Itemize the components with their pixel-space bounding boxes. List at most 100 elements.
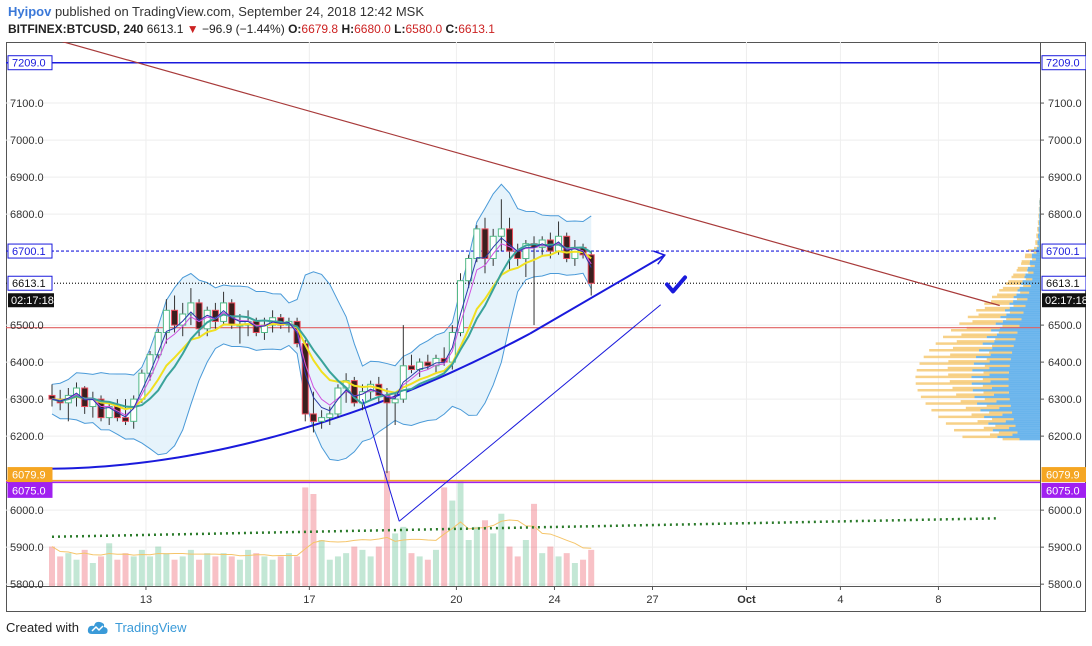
vp-bar-orange [983, 391, 1009, 394]
vp-bar-orange [952, 386, 992, 390]
vp-bar-blue [1013, 344, 1040, 348]
vp-bar-blue [1006, 313, 1040, 316]
volume-bar [383, 471, 390, 586]
vp-bar-blue [1022, 280, 1040, 283]
vp-bar-orange [1038, 213, 1040, 217]
level-badge-left-6075.0-text: 6075.0 [12, 485, 46, 497]
vp-bar-blue [974, 395, 1040, 399]
vp-bar-blue [1030, 284, 1040, 288]
author-name[interactable]: Hyipov [8, 4, 52, 19]
volume-bar [465, 540, 472, 586]
vp-bar-orange [1032, 257, 1036, 261]
volume-bar [310, 494, 317, 586]
vp-bar-blue [971, 382, 1040, 385]
close-label: C: [445, 22, 459, 36]
volume-bar [506, 546, 513, 586]
price-axis-labels: 7100.0 7100.0 7000.0 7000.0 6900.0 6900.0 6800… [10, 98, 1082, 591]
candle-body [506, 228, 514, 252]
vp-bar-orange [1038, 237, 1039, 241]
volume-bar [343, 553, 350, 586]
vp-bar-orange [956, 340, 995, 343]
vp-bar-orange [991, 300, 1014, 303]
vp-bar-blue [1009, 397, 1040, 401]
volume-bar [375, 546, 382, 586]
vp-bar-blue [1034, 264, 1040, 268]
vp-bar-blue [1010, 357, 1040, 361]
vp-bar-blue [994, 340, 1040, 343]
vp-bar-blue [1039, 231, 1040, 234]
volume-bar [367, 556, 374, 586]
low-label: L: [394, 22, 406, 36]
vp-bar-orange [915, 375, 972, 379]
vp-bar-orange [916, 368, 973, 372]
vp-bar-blue [1037, 233, 1040, 237]
volume-bar [539, 553, 546, 586]
vp-bar-blue [1039, 213, 1040, 217]
volume-bar [65, 553, 72, 586]
level-badge-right-6700.1-text: 6700.1 [1046, 246, 1080, 258]
vp-bar-blue [991, 386, 1040, 390]
vp-bar-orange [1006, 317, 1022, 321]
vp-bar-orange [1036, 233, 1038, 237]
price-tick-label: 5800.0 [1048, 579, 1082, 591]
vp-bar-orange [929, 349, 980, 352]
volume-bar [122, 553, 129, 586]
level-badge-left-6700.1-bg [7, 243, 53, 259]
vp-bar-orange [952, 346, 993, 350]
volume-bar [204, 553, 211, 586]
vp-bar-blue [977, 402, 1040, 405]
vp-bar-orange [1030, 264, 1035, 268]
candle-body [203, 309, 211, 330]
candle-body [424, 361, 432, 367]
price-tick-label-left: 6900.0 [10, 172, 44, 184]
bollinger-lower-line [51, 272, 592, 462]
level-badge-right-6700.1-bg [1041, 243, 1086, 259]
volume-bar [106, 543, 113, 586]
candle-body [179, 313, 187, 326]
vp-bar-blue [995, 322, 1040, 325]
vp-bar-blue [1033, 249, 1040, 252]
vp-bar-blue [1024, 275, 1040, 279]
vp-bar-blue [1012, 351, 1040, 354]
vp-bar-blue [984, 415, 1040, 419]
price-tick-label-left: 7000.0 [10, 135, 44, 147]
volume-bar [555, 556, 562, 586]
vp-bar-blue [1037, 242, 1040, 245]
last-price: 6613.1 [146, 22, 184, 36]
ema-pink-line [51, 242, 592, 416]
volume-bar [302, 487, 309, 586]
volume-bar [547, 546, 554, 586]
vp-bar-orange [919, 362, 974, 365]
candle-body [391, 398, 399, 404]
vp-bar-orange [961, 333, 997, 336]
candle-body [432, 357, 440, 367]
level-badge-right-6613.1-text: 6613.1 [1046, 278, 1080, 290]
vp-bar-blue [971, 375, 1040, 379]
vp-bar-orange [915, 382, 972, 385]
level-badge-right-6075.0-bg [1041, 482, 1086, 498]
volume-bar [392, 533, 399, 586]
tradingview-link[interactable]: TradingView [114, 620, 187, 635]
vp-bar-orange [986, 404, 1011, 408]
price-tick-label: 6900.0 [1048, 172, 1082, 184]
vp-bar-orange [984, 302, 1010, 305]
price-tick-label: 5900.0 [1048, 542, 1082, 554]
ma-slow-line [51, 243, 592, 408]
close-value: 6613.1 [458, 22, 495, 36]
vp-bar-blue [980, 408, 1040, 412]
vp-bar-orange [1035, 240, 1038, 243]
price-chart[interactable]: 7100.0 7100.0 7000.0 7000.0 6900.0 6900.0 6800… [6, 42, 1086, 612]
vp-bar-orange [1009, 311, 1024, 314]
vp-bar-orange [1017, 266, 1028, 270]
level-badge-right-7209.0-bg [1041, 55, 1086, 71]
volume-bar [571, 563, 578, 586]
high-label: H: [341, 22, 355, 36]
vp-bar-blue [1015, 337, 1040, 341]
vp-bar-blue [990, 380, 1040, 383]
vp-bar-blue [1038, 222, 1040, 225]
volume-bar [81, 549, 88, 586]
vp-bar-blue [1033, 271, 1040, 274]
vp-bar-orange [982, 384, 1009, 388]
price-tick-label: 6000.0 [1048, 505, 1082, 517]
candle-body [522, 243, 530, 259]
